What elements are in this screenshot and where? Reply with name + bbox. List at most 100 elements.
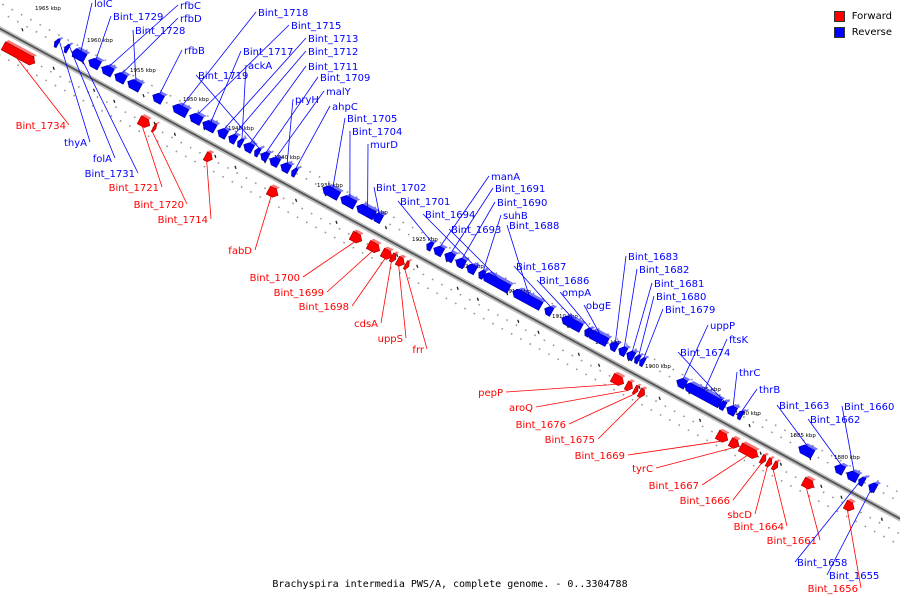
gene-arrow[interactable]: [265, 185, 279, 198]
gene-arrow[interactable]: [291, 167, 299, 178]
ruler-tick-label: 1880 kbp: [834, 455, 860, 461]
gene-arrow[interactable]: [372, 212, 385, 225]
gene-arrow[interactable]: [136, 115, 151, 128]
gene-arrow[interactable]: [202, 151, 213, 163]
gene-arrow[interactable]: [727, 437, 740, 449]
gene-label: Bint_1688: [509, 221, 559, 232]
gene-label: manA: [491, 172, 520, 183]
gene-arrow[interactable]: [455, 257, 468, 270]
gene-arrow[interactable]: [770, 460, 779, 471]
gene-leader-line: [132, 29, 137, 82]
gene-leader-line: [677, 351, 725, 402]
gene-arrow[interactable]: [228, 133, 239, 145]
gene-arrow[interactable]: [634, 354, 642, 365]
gene-arrow[interactable]: [623, 380, 633, 392]
gene-label: uppS: [378, 334, 403, 345]
gene-arrow[interactable]: [626, 350, 637, 362]
gene-arrow[interactable]: [63, 43, 71, 54]
gene-arrow[interactable]: [356, 203, 377, 221]
gene-arrow-bevel: [384, 246, 394, 252]
gene-arrow[interactable]: [846, 470, 860, 484]
gene-arrow[interactable]: [152, 92, 165, 105]
gene-arrow[interactable]: [737, 410, 745, 421]
gene-arrow[interactable]: [726, 405, 739, 417]
gene-arrow[interactable]: [609, 372, 625, 386]
gene-arrow[interactable]: [394, 255, 405, 267]
gene-arrow[interactable]: [269, 156, 282, 169]
legend-forward-label: Forward: [851, 10, 892, 22]
genome-backbone: [0, 26, 900, 520]
gene-arrow[interactable]: [0, 41, 36, 66]
gene-arrow[interactable]: [379, 247, 393, 260]
gene-arrow[interactable]: [684, 382, 723, 409]
gene-leader-line: [461, 201, 496, 259]
gene-arrow[interactable]: [433, 245, 446, 258]
gene-arrow[interactable]: [217, 128, 230, 140]
gene-leader-line: [210, 50, 242, 122]
gene-arrow[interactable]: [631, 384, 639, 395]
gene-arrow-bevel: [690, 381, 726, 400]
gene-arrow[interactable]: [758, 454, 767, 465]
gene-arrow[interactable]: [280, 162, 293, 175]
gene-arrow[interactable]: [237, 138, 245, 149]
gene-arrow[interactable]: [842, 499, 855, 512]
gene-arrow[interactable]: [53, 38, 61, 49]
gene-arrow[interactable]: [254, 147, 262, 158]
gene-label: sbcD: [727, 510, 752, 521]
gene-leader-line: [181, 11, 257, 107]
gene-arrow[interactable]: [561, 315, 584, 333]
gene-arrow[interactable]: [348, 230, 363, 244]
gene-label: thrC: [739, 368, 760, 379]
gene-arrow[interactable]: [639, 357, 647, 368]
gene-arrow[interactable]: [114, 72, 128, 85]
gene-arrow[interactable]: [127, 79, 143, 93]
gene-arrow[interactable]: [737, 442, 759, 459]
gene-arrow[interactable]: [718, 400, 728, 412]
gene-arrow[interactable]: [426, 241, 435, 252]
gene-arrow[interactable]: [101, 65, 115, 78]
gene-arrow[interactable]: [88, 57, 102, 71]
gene-arrow[interactable]: [260, 151, 271, 163]
gene-arrow[interactable]: [202, 120, 218, 134]
gene-arrow[interactable]: [609, 341, 620, 353]
gene-label: pryH: [295, 95, 319, 106]
gene-leader-line: [513, 265, 551, 307]
ruler-tick-label: 1965 kbp: [35, 6, 61, 12]
gene-arrow[interactable]: [402, 260, 410, 270]
gene-arrow[interactable]: [798, 444, 816, 459]
gene-arrow[interactable]: [365, 240, 381, 254]
gene-leader-line: [776, 404, 809, 448]
gene-arrow-bevel: [353, 229, 364, 236]
gene-arrow[interactable]: [466, 263, 479, 276]
gene-label: thyA: [64, 138, 87, 149]
gene-arrow[interactable]: [482, 272, 512, 294]
gene-arrow[interactable]: [150, 123, 158, 133]
gene-arrow[interactable]: [714, 430, 729, 443]
gene-arrow[interactable]: [322, 185, 342, 201]
axis-tick-mark: [880, 517, 884, 521]
gene-label: Bint_1676: [516, 420, 566, 431]
gene-arrow[interactable]: [243, 142, 256, 154]
gene-leader-line: [275, 90, 325, 158]
gene-leader-line: [583, 304, 600, 334]
gene-arrow[interactable]: [636, 387, 645, 398]
gene-arrow[interactable]: [858, 476, 867, 487]
gene-arrow[interactable]: [834, 464, 847, 476]
gene-arrow[interactable]: [618, 346, 629, 358]
gene-leader-line: [439, 175, 490, 247]
gene-arrow[interactable]: [676, 378, 689, 390]
gene-arrow[interactable]: [444, 251, 457, 264]
gene-arrow[interactable]: [587, 329, 610, 347]
gene-arrow[interactable]: [764, 457, 773, 468]
gene-arrow[interactable]: [544, 306, 555, 317]
gene-arrow[interactable]: [172, 103, 190, 119]
gene-label: Bint_1711: [308, 62, 358, 73]
gene-arrow[interactable]: [800, 476, 815, 490]
gene-arrow[interactable]: [512, 288, 544, 311]
gene-arrow[interactable]: [189, 112, 204, 126]
gene-label: tyrC: [632, 464, 653, 475]
gene-arrow[interactable]: [340, 195, 358, 210]
gene-arrow[interactable]: [71, 48, 79, 58]
gene-arrow[interactable]: [388, 252, 397, 263]
axis-tick-mark: [658, 396, 661, 400]
